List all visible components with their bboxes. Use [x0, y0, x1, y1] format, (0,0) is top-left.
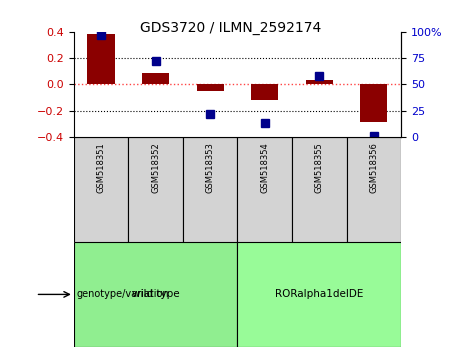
FancyBboxPatch shape	[292, 137, 347, 242]
Text: GSM518356: GSM518356	[369, 142, 378, 193]
Text: GSM518353: GSM518353	[206, 142, 215, 193]
Text: genotype/variation: genotype/variation	[77, 290, 169, 299]
FancyBboxPatch shape	[128, 137, 183, 242]
Bar	[251, 84, 278, 100]
Bar	[196, 84, 224, 91]
FancyBboxPatch shape	[74, 242, 237, 347]
FancyBboxPatch shape	[237, 137, 292, 242]
Bar	[306, 80, 333, 84]
Bar	[88, 34, 115, 84]
Text: GSM518354: GSM518354	[260, 142, 269, 193]
FancyBboxPatch shape	[237, 242, 401, 347]
Text: GDS3720 / ILMN_2592174: GDS3720 / ILMN_2592174	[140, 21, 321, 35]
FancyBboxPatch shape	[347, 137, 401, 242]
FancyBboxPatch shape	[183, 137, 237, 242]
Bar	[360, 84, 387, 122]
Text: GSM518351: GSM518351	[96, 142, 106, 193]
Text: GSM518355: GSM518355	[315, 142, 324, 193]
FancyBboxPatch shape	[74, 137, 128, 242]
Text: GSM518352: GSM518352	[151, 142, 160, 193]
Text: RORalpha1delDE: RORalpha1delDE	[275, 290, 363, 299]
Text: wild type: wild type	[132, 290, 179, 299]
Bar	[142, 73, 169, 84]
